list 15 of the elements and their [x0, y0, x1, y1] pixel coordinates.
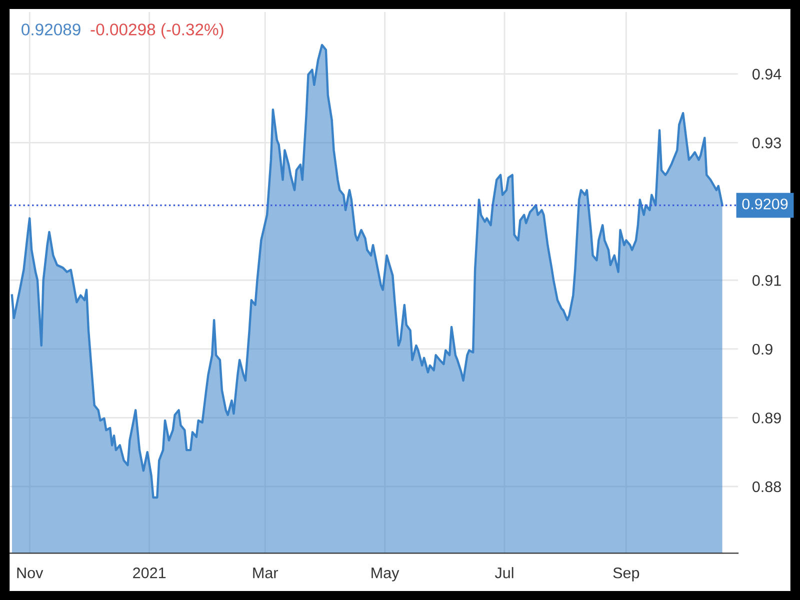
y-tick-label: 0.88 [752, 481, 781, 492]
y-tick-label: 0.9 [752, 344, 772, 355]
x-tick-label: Jul [494, 567, 514, 578]
x-tick-label: Nov [17, 568, 44, 578]
x-tick-label: Sep [613, 567, 640, 582]
y-tick-label: 0.94 [752, 68, 782, 80]
annotation: 0.92089 [22, 24, 80, 36]
ref-line-label: 0.9209 [742, 198, 788, 210]
y-tick-label: 0.93 [752, 138, 781, 148]
x-tick-label: Mar [253, 568, 278, 578]
y-tick-label: 0.89 [752, 412, 781, 424]
x-tick-label: 2021 [133, 567, 166, 578]
annotation: -0.00298 (-0.32%) [90, 23, 224, 39]
y-tick-label: 0.91 [752, 275, 781, 286]
x-tick-label: May [372, 568, 400, 582]
